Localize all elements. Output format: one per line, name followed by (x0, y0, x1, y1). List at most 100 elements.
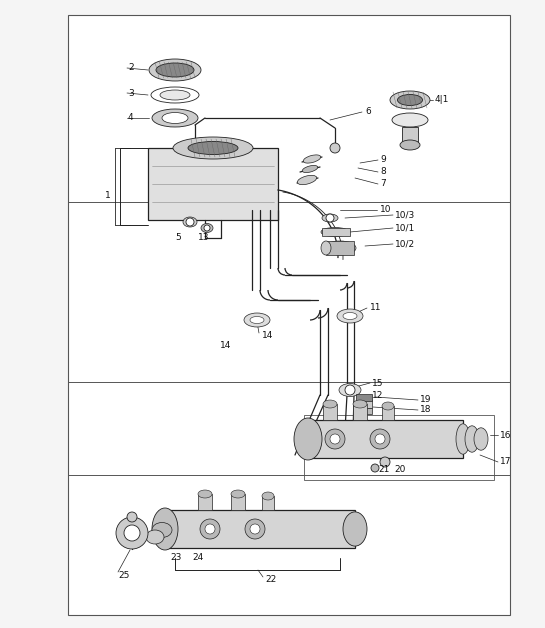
Ellipse shape (151, 87, 199, 103)
Ellipse shape (183, 217, 197, 227)
Ellipse shape (201, 224, 213, 232)
Circle shape (380, 457, 390, 467)
Ellipse shape (321, 241, 331, 255)
Text: 10/1: 10/1 (395, 224, 415, 232)
Ellipse shape (146, 530, 164, 544)
Ellipse shape (250, 317, 264, 323)
Ellipse shape (390, 91, 430, 109)
Text: 6: 6 (365, 107, 371, 117)
Ellipse shape (343, 512, 367, 546)
Ellipse shape (262, 492, 274, 500)
Ellipse shape (231, 490, 245, 498)
Bar (360, 408, 372, 414)
Ellipse shape (152, 508, 178, 550)
Ellipse shape (160, 90, 190, 100)
Ellipse shape (324, 241, 356, 255)
Bar (402, 127, 418, 145)
Ellipse shape (397, 94, 422, 106)
Circle shape (325, 429, 345, 449)
Text: 24: 24 (192, 553, 203, 563)
Text: 11: 11 (370, 303, 381, 313)
Bar (165, 510, 355, 548)
Bar (323, 404, 337, 420)
Ellipse shape (400, 140, 420, 150)
Bar (304, 415, 494, 480)
Bar (262, 496, 274, 510)
Text: 20: 20 (394, 465, 405, 475)
Ellipse shape (188, 141, 238, 154)
Text: 12: 12 (372, 391, 383, 401)
Text: 19: 19 (420, 396, 432, 404)
Circle shape (370, 429, 390, 449)
Bar (382, 406, 394, 420)
Ellipse shape (156, 63, 194, 77)
Bar (308, 420, 463, 458)
Ellipse shape (322, 214, 338, 222)
Ellipse shape (162, 112, 188, 124)
Text: 10/2: 10/2 (395, 239, 415, 249)
Text: 25: 25 (118, 570, 129, 580)
Ellipse shape (465, 426, 479, 452)
Circle shape (245, 519, 265, 539)
Ellipse shape (321, 227, 349, 237)
Text: 18: 18 (420, 406, 432, 414)
Text: 4: 4 (128, 114, 134, 122)
Bar (148, 148, 278, 220)
Circle shape (116, 517, 148, 549)
Circle shape (345, 385, 355, 395)
Circle shape (186, 218, 194, 226)
Bar (231, 494, 245, 510)
Text: 7: 7 (380, 180, 386, 188)
Circle shape (250, 524, 260, 534)
Ellipse shape (198, 490, 212, 498)
Text: 13: 13 (198, 234, 209, 242)
Circle shape (127, 512, 137, 522)
Ellipse shape (323, 400, 337, 408)
Circle shape (375, 434, 385, 444)
Text: 2: 2 (128, 63, 134, 72)
Text: 14: 14 (220, 340, 232, 350)
Text: 21: 21 (378, 465, 389, 475)
Text: 15: 15 (372, 379, 384, 387)
Ellipse shape (152, 109, 198, 127)
Ellipse shape (149, 59, 201, 81)
Text: 8: 8 (380, 168, 386, 176)
Circle shape (330, 143, 340, 153)
Ellipse shape (152, 522, 172, 538)
Ellipse shape (302, 165, 318, 173)
Ellipse shape (343, 313, 357, 320)
Bar (322, 228, 350, 236)
Ellipse shape (474, 428, 488, 450)
Text: 17: 17 (500, 458, 512, 467)
Ellipse shape (173, 137, 253, 159)
Ellipse shape (294, 418, 322, 460)
Circle shape (326, 214, 334, 222)
Text: 16: 16 (500, 431, 512, 440)
Ellipse shape (353, 400, 367, 408)
Text: 10/3: 10/3 (395, 210, 415, 220)
Ellipse shape (244, 313, 270, 327)
Text: 22: 22 (265, 575, 276, 585)
Ellipse shape (456, 424, 470, 454)
Ellipse shape (382, 402, 394, 410)
Bar (198, 494, 212, 510)
Ellipse shape (303, 155, 321, 163)
Ellipse shape (339, 384, 361, 396)
Circle shape (330, 434, 340, 444)
Bar (356, 394, 372, 401)
Text: 1: 1 (105, 190, 111, 200)
Text: 10: 10 (380, 205, 391, 215)
Text: 9: 9 (380, 156, 386, 165)
Ellipse shape (337, 309, 363, 323)
Circle shape (124, 525, 140, 541)
Bar (353, 404, 367, 420)
Text: 3: 3 (128, 89, 134, 97)
Ellipse shape (392, 113, 428, 127)
Text: 14: 14 (262, 330, 274, 340)
Circle shape (371, 464, 379, 472)
Text: 23: 23 (170, 553, 181, 563)
Circle shape (205, 524, 215, 534)
Text: 4|1: 4|1 (435, 95, 450, 104)
Bar (68, 15, 510, 615)
Circle shape (200, 519, 220, 539)
